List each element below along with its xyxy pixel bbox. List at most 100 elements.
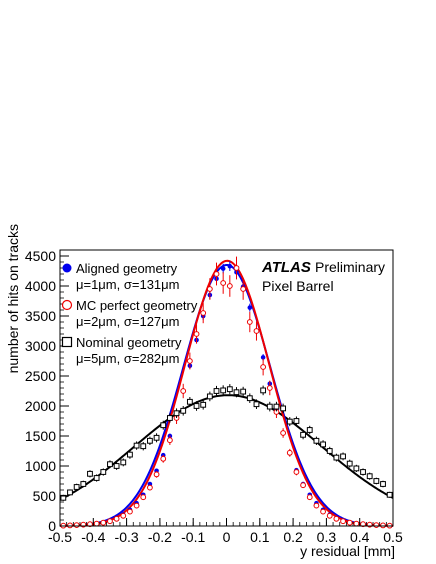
x-tick-label: 0.5 xyxy=(383,529,403,545)
legend-label-aligned: Aligned geometry xyxy=(76,261,178,276)
data-point xyxy=(220,387,227,394)
y-tick-label: 2000 xyxy=(25,398,56,414)
data-point xyxy=(113,515,120,522)
data-point xyxy=(353,520,360,527)
data-point xyxy=(253,328,260,334)
data-point xyxy=(253,401,260,408)
data-point xyxy=(180,407,187,414)
data-point xyxy=(73,522,80,528)
data-points xyxy=(60,256,393,529)
legend-entry-nominal: Nominal geometry μ=5μm, σ=282μm xyxy=(61,335,182,366)
data-point xyxy=(306,494,313,501)
x-tick-label: -0.5 xyxy=(48,529,72,545)
x-tick-label: -0.1 xyxy=(181,529,205,545)
data-point xyxy=(273,403,280,410)
data-point xyxy=(107,518,113,525)
data-point xyxy=(293,469,300,475)
data-point xyxy=(286,449,293,456)
data-point xyxy=(140,494,147,501)
data-point xyxy=(320,441,326,448)
data-point xyxy=(233,265,240,271)
data-point xyxy=(246,319,253,325)
data-point xyxy=(366,473,373,480)
y-tick-label: 4000 xyxy=(25,278,56,294)
legend-marker-mc xyxy=(61,299,73,311)
data-point xyxy=(87,470,93,477)
y-tick-label: 4500 xyxy=(25,248,56,264)
legend-label-nominal: Nominal geometry xyxy=(76,335,182,350)
data-point xyxy=(120,512,127,519)
data-point xyxy=(193,403,200,409)
legend-stats-mc: μ=2μm, σ=127μm xyxy=(76,314,179,329)
y-tick-label: 1500 xyxy=(25,428,56,444)
data-point xyxy=(380,481,386,487)
data-point xyxy=(67,489,73,496)
data-point xyxy=(353,465,360,472)
data-point xyxy=(260,364,267,370)
data-point xyxy=(293,418,300,424)
x-tick-label: 0.1 xyxy=(250,529,270,545)
data-point xyxy=(60,494,67,501)
y-tick-label: 0 xyxy=(48,518,56,534)
data-point xyxy=(280,430,287,436)
legend-entry-mc: MC perfect geometry μ=2μm, σ=127μm xyxy=(61,298,198,329)
y-tick-label: 3000 xyxy=(25,338,56,354)
data-point xyxy=(340,518,346,525)
detector-text: Pixel Barrel xyxy=(262,278,334,294)
data-point xyxy=(266,385,273,391)
data-point xyxy=(186,398,193,405)
legend-entry-aligned: Aligned geometry μ=1μm, σ=131μm xyxy=(62,261,179,292)
data-point xyxy=(333,454,340,461)
legend: Aligned geometry μ=1μm, σ=131μm MC perfe… xyxy=(61,261,198,366)
data-point xyxy=(326,448,333,454)
preliminary-text: Preliminary xyxy=(315,259,385,275)
data-point xyxy=(180,388,187,394)
data-point xyxy=(346,460,353,467)
data-point xyxy=(346,519,353,526)
y-tick-label: 500 xyxy=(33,488,57,504)
data-point xyxy=(260,387,267,394)
data-point xyxy=(226,283,233,289)
legend-marker-nominal xyxy=(61,336,73,348)
data-point xyxy=(300,431,306,438)
data-point xyxy=(160,455,167,462)
data-point xyxy=(153,434,160,441)
data-point xyxy=(206,393,213,400)
data-point xyxy=(80,481,87,487)
data-point xyxy=(213,271,220,277)
y-tick-label: 2500 xyxy=(25,368,56,384)
data-point xyxy=(133,502,140,509)
data-point xyxy=(280,405,287,412)
data-point xyxy=(233,389,240,396)
data-point xyxy=(127,508,133,515)
data-point xyxy=(87,521,93,528)
data-point xyxy=(193,331,200,337)
data-point xyxy=(247,305,253,310)
x-tick-label: 0.3 xyxy=(317,529,337,545)
data-point xyxy=(140,443,147,450)
legend-stats-aligned: μ=1μm, σ=131μm xyxy=(76,277,179,292)
data-point xyxy=(240,388,247,395)
data-point xyxy=(127,451,133,458)
data-point xyxy=(386,491,393,498)
data-point xyxy=(320,508,326,515)
series-2-points xyxy=(60,384,393,501)
data-point xyxy=(160,422,167,429)
series-1-points xyxy=(60,256,393,529)
data-point xyxy=(186,358,193,364)
data-point xyxy=(166,415,173,421)
data-point xyxy=(173,410,180,417)
data-point xyxy=(380,522,386,529)
data-point xyxy=(306,427,313,433)
x-tick-label: -0.4 xyxy=(81,529,105,545)
x-tick-label: 0.2 xyxy=(283,529,303,545)
data-point xyxy=(166,437,173,444)
y-axis-label: number of hits on tracks xyxy=(5,224,21,373)
data-point xyxy=(133,442,140,449)
data-point xyxy=(260,355,266,360)
x-tick-label: 0.4 xyxy=(350,529,370,545)
data-point xyxy=(107,461,113,468)
data-point xyxy=(373,522,380,528)
data-point xyxy=(67,522,73,529)
data-point xyxy=(147,437,153,444)
